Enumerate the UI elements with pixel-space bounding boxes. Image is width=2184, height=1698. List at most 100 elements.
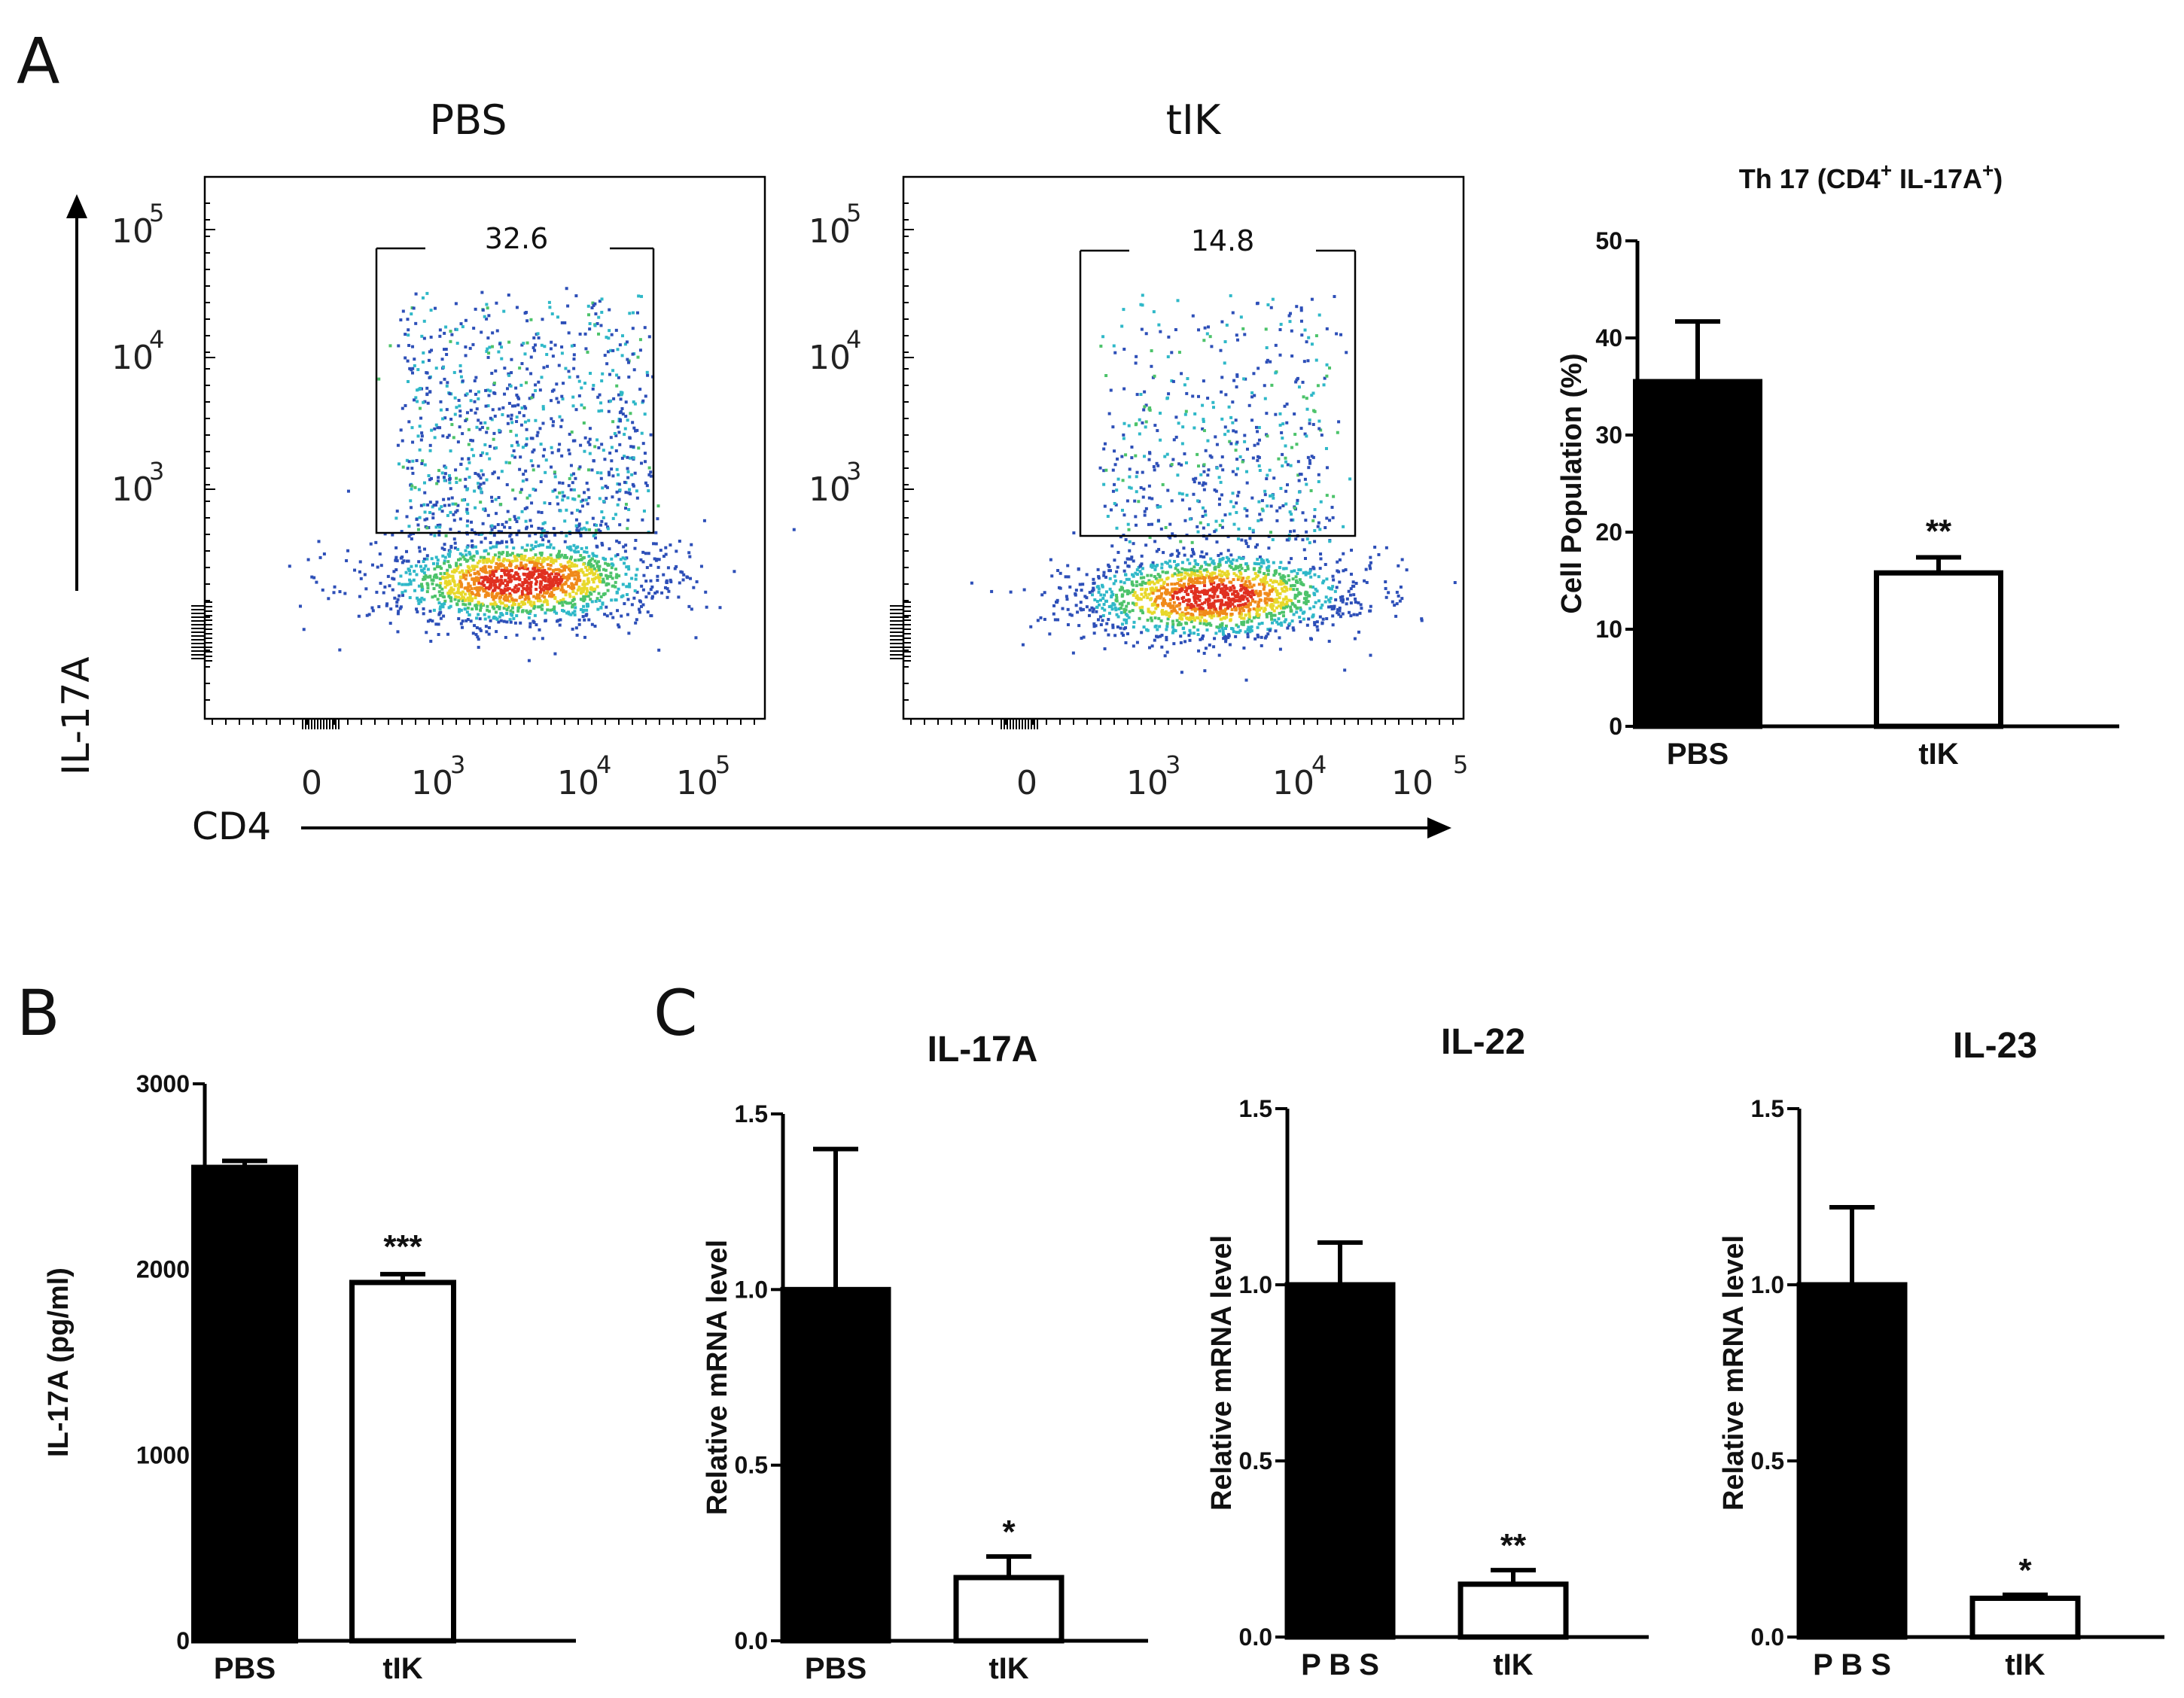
event-dot	[473, 577, 477, 581]
event-dot	[1305, 397, 1308, 400]
event-dot	[1123, 561, 1127, 564]
event-dot	[1214, 589, 1217, 593]
event-dot	[1176, 582, 1180, 586]
event-dot	[410, 368, 413, 372]
event-dot	[1316, 384, 1320, 388]
event-dot	[433, 595, 437, 598]
event-dot	[643, 412, 647, 416]
event-dot	[640, 461, 644, 465]
event-dot	[483, 421, 487, 424]
event-dot	[444, 348, 448, 351]
event-dot	[536, 556, 540, 560]
event-dot	[541, 607, 544, 611]
event-dot	[507, 372, 510, 376]
event-dot	[645, 370, 649, 374]
event-dot	[1168, 536, 1172, 540]
event-dot	[529, 548, 533, 552]
event-dot	[1283, 575, 1287, 579]
event-dot	[590, 557, 594, 561]
event-dot	[485, 452, 489, 455]
event-dot	[1192, 492, 1196, 496]
event-dot	[504, 593, 508, 597]
event-dot	[541, 522, 545, 525]
event-dot	[537, 544, 541, 548]
event-dot	[598, 598, 602, 602]
event-dot	[1314, 358, 1318, 362]
event-dot	[565, 578, 569, 582]
event-dot	[1206, 397, 1210, 400]
event-dot	[549, 347, 553, 351]
event-dot	[1170, 499, 1174, 503]
event-dot	[1216, 611, 1220, 615]
event-dot	[534, 560, 538, 564]
event-dot	[1275, 519, 1279, 522]
event-dot	[598, 564, 602, 568]
event-dot	[1285, 421, 1289, 424]
event-dot	[405, 559, 409, 563]
event-dot	[1336, 607, 1340, 611]
event-dot	[1108, 587, 1112, 591]
event-dot	[1140, 327, 1144, 331]
event-dot	[1247, 609, 1251, 613]
event-dot	[479, 603, 483, 607]
event-dot	[1111, 602, 1115, 606]
event-dot	[1186, 603, 1189, 607]
event-dot	[556, 400, 560, 404]
event-dot	[662, 573, 666, 577]
event-dot	[558, 578, 562, 582]
event-dot	[541, 421, 545, 425]
event-dot	[505, 483, 509, 487]
event-dot	[1265, 613, 1269, 616]
event-dot	[590, 468, 594, 472]
event-dot	[572, 595, 576, 599]
event-dot	[562, 583, 566, 586]
event-dot	[1124, 608, 1128, 612]
event-dot	[690, 607, 693, 611]
event-dot	[423, 518, 427, 522]
event-dot	[1143, 455, 1147, 458]
event-dot	[575, 528, 579, 532]
event-dot	[443, 416, 447, 420]
event-dot	[577, 394, 581, 397]
event-dot	[1315, 625, 1319, 628]
event-dot	[509, 609, 513, 613]
significance-label: ***	[383, 1228, 422, 1265]
event-dot	[611, 420, 615, 424]
event-dot	[552, 607, 556, 611]
event-dot	[1122, 600, 1126, 604]
event-dot	[576, 375, 580, 379]
event-dot	[669, 580, 673, 583]
event-dot	[650, 595, 654, 598]
event-dot	[1189, 584, 1193, 588]
event-dot	[599, 401, 603, 405]
event-dot	[1222, 632, 1226, 636]
event-dot	[442, 614, 446, 618]
event-dot	[1256, 592, 1260, 595]
event-dot	[1231, 421, 1235, 424]
event-dot	[529, 592, 533, 595]
event-dot	[517, 575, 521, 579]
event-dot	[394, 516, 398, 520]
event-dot	[687, 551, 691, 555]
event-dot	[1190, 578, 1194, 582]
event-dot	[1242, 377, 1246, 381]
event-dot	[1284, 597, 1288, 601]
event-dot	[1298, 616, 1302, 619]
event-dot	[660, 591, 664, 595]
event-dot	[474, 604, 477, 607]
event-dot	[553, 605, 556, 609]
event-dot	[413, 589, 417, 592]
event-dot	[582, 421, 586, 425]
event-dot	[492, 437, 495, 441]
event-dot	[450, 496, 454, 500]
event-dot	[1290, 513, 1293, 516]
event-dot	[447, 606, 451, 610]
event-dot	[1299, 581, 1303, 585]
event-dot	[468, 589, 471, 592]
event-dot	[377, 605, 381, 609]
event-dot	[1224, 640, 1228, 644]
event-dot	[1179, 641, 1183, 644]
event-dot	[535, 580, 538, 583]
event-dot	[475, 407, 479, 411]
event-dot	[509, 561, 513, 564]
